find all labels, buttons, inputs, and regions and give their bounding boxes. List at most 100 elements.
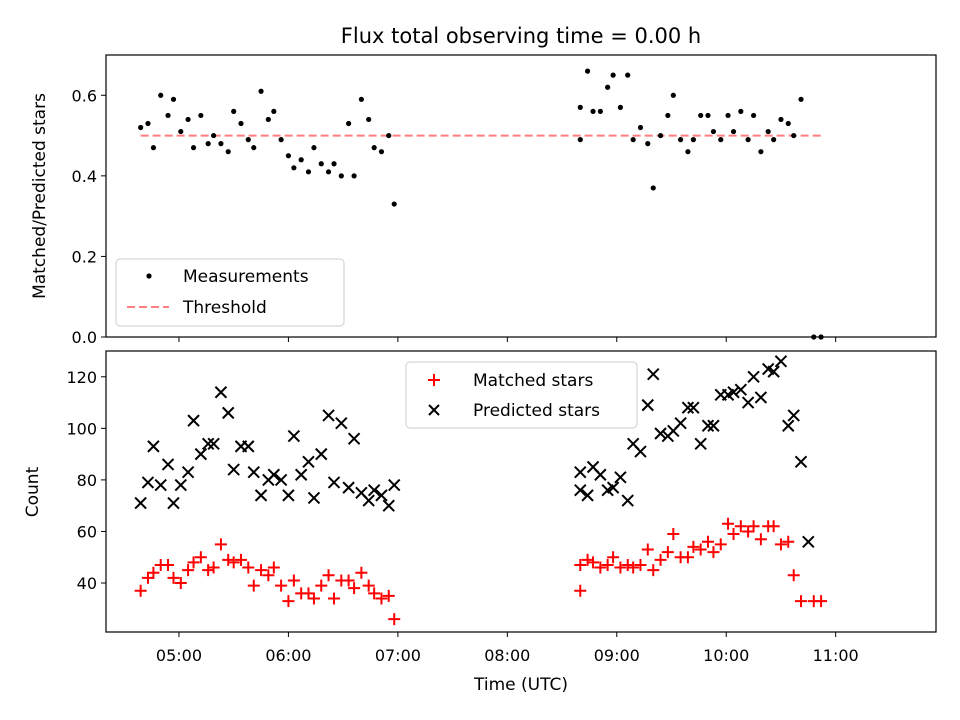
measurement-point: [158, 92, 164, 98]
measurement-point: [378, 149, 385, 155]
matched-stars-point: [681, 551, 694, 564]
predicted-stars-point: [767, 365, 780, 378]
legend-threshold-label: Threshold: [182, 298, 267, 318]
predicted-stars-point: [701, 419, 715, 432]
predicted-stars-point: [327, 476, 341, 489]
top-legend: Measurements Threshold: [115, 258, 345, 327]
predicted-stars-point: [307, 491, 321, 505]
measurement-point: [258, 88, 264, 94]
matched-stars-point: [587, 556, 600, 569]
matched-stars-point: [134, 584, 147, 597]
measurement-point: [190, 145, 197, 151]
legend-measurements-label: Measurements: [183, 267, 309, 287]
matched-stars-point: [307, 592, 320, 605]
matched-stars-point: [388, 613, 401, 626]
measurement-point: [650, 185, 656, 191]
legend-predicted-marker: [428, 404, 440, 416]
predicted-stars-point: [687, 401, 700, 414]
matched-stars-point: [627, 561, 640, 574]
measurement-point: [657, 132, 664, 139]
matched-stars-point: [714, 538, 727, 551]
predicted-stars-point: [342, 481, 355, 494]
y-tick-label: 0.4: [72, 167, 97, 186]
matched-stars-point: [701, 535, 714, 548]
measurement-point: [665, 112, 671, 119]
y-tick-label: 0.0: [72, 328, 97, 347]
predicted-stars-point: [727, 386, 740, 399]
matched-stars-point: [774, 538, 787, 551]
predicted-stars-point: [774, 355, 788, 368]
measurement-point: [138, 124, 144, 131]
legend-predicted-label: Predicted stars: [473, 401, 600, 421]
predicted-stars-point: [147, 440, 160, 453]
measurement-point: [205, 141, 211, 147]
matched-stars-point: [247, 579, 260, 592]
matched-stars-point: [667, 528, 680, 541]
matched-stars-point: [315, 579, 328, 592]
measurement-point: [278, 137, 284, 143]
bottom-y-axis: 40 60 80 100 120: [66, 368, 106, 593]
measurement-point: [670, 92, 676, 98]
predicted-stars-point: [154, 478, 167, 492]
measurement-point: [145, 120, 151, 127]
x-tick-label: 06:00: [265, 646, 311, 665]
predicted-stars-point: [274, 473, 288, 487]
measurement-point: [371, 145, 377, 151]
bottom-x-axis: 05:00 06:00 07:00 08:00 09:00 10:00 11:00: [156, 632, 859, 665]
matched-stars-point: [255, 564, 268, 577]
bottom-plot-area: [134, 355, 828, 626]
matched-stars-point: [782, 535, 795, 548]
matched-stars-point: [187, 556, 200, 569]
matched-stars-point: [641, 543, 654, 556]
predicted-stars-point: [134, 496, 147, 510]
predicted-stars-point: [674, 416, 687, 430]
predicted-stars-point: [315, 447, 328, 461]
top-y-axis-label: Matched/Predicted stars: [30, 93, 50, 299]
predicted-stars-point: [267, 468, 281, 481]
y-tick-label: 0.6: [72, 86, 97, 105]
measurement-point: [750, 112, 757, 119]
predicted-stars-point: [574, 484, 587, 497]
predicted-stars-point: [201, 437, 215, 451]
matched-stars-point: [614, 561, 627, 574]
predicted-stars-point: [606, 481, 620, 494]
measurement-point: [745, 137, 751, 143]
predicted-stars-point: [282, 489, 295, 502]
measurement-point: [778, 116, 784, 123]
predicted-stars-point: [734, 383, 748, 396]
matched-stars-point: [594, 561, 607, 574]
y-tick-label: 120: [66, 368, 97, 387]
measurement-point: [298, 157, 304, 163]
predicted-stars-point: [634, 445, 647, 458]
measurement-point: [758, 149, 764, 155]
measurement-point: [710, 128, 717, 135]
measurement-point: [238, 120, 244, 127]
matched-stars-point: [328, 592, 341, 605]
matched-stars-point: [368, 587, 381, 600]
measurement-point: [338, 173, 344, 179]
matched-stars-point: [607, 551, 620, 564]
predicted-stars-point: [287, 429, 301, 443]
measurement-point: [211, 132, 217, 139]
matched-stars-point: [694, 543, 707, 556]
predicted-stars-point: [574, 465, 587, 479]
measurement-point: [170, 96, 177, 102]
matched-stars-point: [267, 561, 280, 574]
matched-stars-point: [242, 561, 255, 574]
matched-stars-point: [234, 553, 247, 566]
measurement-point: [610, 72, 616, 78]
measurement-point: [690, 137, 696, 143]
matched-stars-point: [147, 566, 160, 579]
top-y-axis: 0.0 0.2 0.4 0.6: [72, 86, 106, 347]
matched-stars-point: [287, 574, 300, 587]
bottom-y-axis-label: Count: [23, 466, 43, 517]
matched-stars-point: [742, 525, 755, 538]
predicted-stars-point: [621, 494, 634, 507]
predicted-stars-point: [754, 391, 768, 404]
matched-stars-point: [214, 538, 227, 551]
measurement-point: [725, 112, 731, 119]
measurement-point: [705, 112, 711, 119]
figure-title: Flux total observing time = 0.00 h: [341, 24, 701, 48]
matched-stars-point: [574, 558, 587, 571]
measurement-point: [291, 165, 297, 171]
